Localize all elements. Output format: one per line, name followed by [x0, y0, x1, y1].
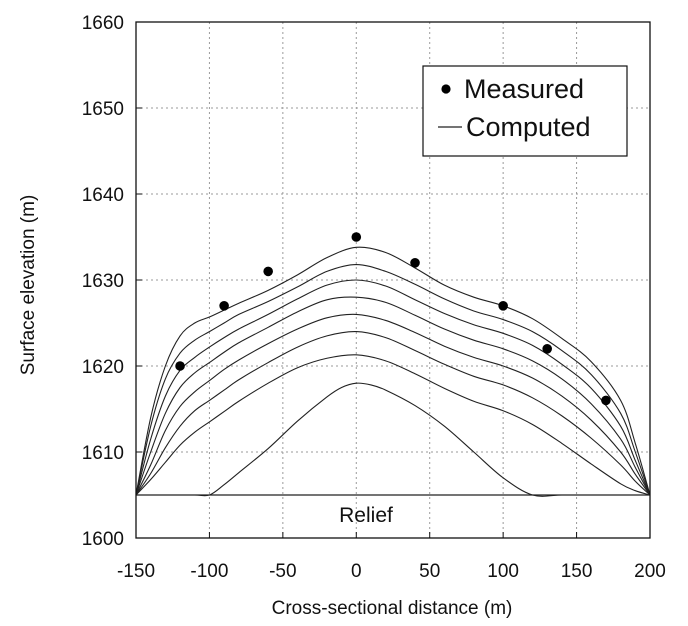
computed-curve-3: [135, 279, 651, 496]
x-tick-label: -100: [190, 561, 228, 582]
tick-labels: -150 -100 -50 0 50 100 150 200 1600 1610 1620 1630 1…: [82, 13, 666, 582]
measured-point: [542, 344, 552, 354]
legend-measured-marker: [441, 84, 451, 94]
legend: Measured Computed: [422, 65, 628, 157]
measured-point: [219, 301, 229, 311]
measured-point: [498, 301, 508, 311]
relief-annotation: Relief: [339, 504, 393, 527]
legend-box: [422, 65, 628, 157]
legend-measured-label: Measured: [464, 74, 584, 104]
x-tick-label: 100: [487, 561, 519, 582]
x-tick-label: -50: [269, 561, 296, 582]
measured-point: [263, 266, 273, 277]
y-tick-label: 1610: [82, 443, 124, 464]
y-tick-label: 1660: [82, 13, 124, 34]
computed-curve-4: [135, 296, 651, 496]
computed-curve-1: [135, 246, 651, 496]
x-tick-label: 0: [351, 561, 362, 582]
y-tick-label: 1620: [82, 357, 124, 378]
measured-point: [351, 232, 362, 242]
computed-curve-5: [135, 313, 651, 496]
y-tick-label: 1640: [82, 185, 124, 206]
measured-point: [601, 395, 611, 406]
legend-computed-label: Computed: [466, 112, 591, 142]
x-axis-title: Cross-sectional distance (m): [272, 598, 513, 619]
y-tick-label: 1630: [82, 271, 124, 292]
x-tick-label: 50: [419, 561, 440, 582]
measured-point: [175, 361, 185, 371]
computed-curve-7: [135, 354, 651, 496]
y-axis-title: Surface elevation (m): [18, 195, 39, 376]
x-tick-label: -150: [117, 561, 155, 582]
x-tick-label: 200: [634, 561, 666, 582]
measured-points: [175, 232, 611, 406]
y-tick-label: 1600: [82, 529, 124, 550]
computed-curve-8: [136, 382, 606, 497]
computed-curves: [135, 246, 651, 497]
y-tick-label: 1650: [82, 99, 124, 120]
measured-point: [410, 258, 420, 268]
computed-curve-2: [135, 263, 651, 496]
x-tick-label: 150: [561, 561, 593, 582]
computed-curve-6: [135, 331, 651, 496]
